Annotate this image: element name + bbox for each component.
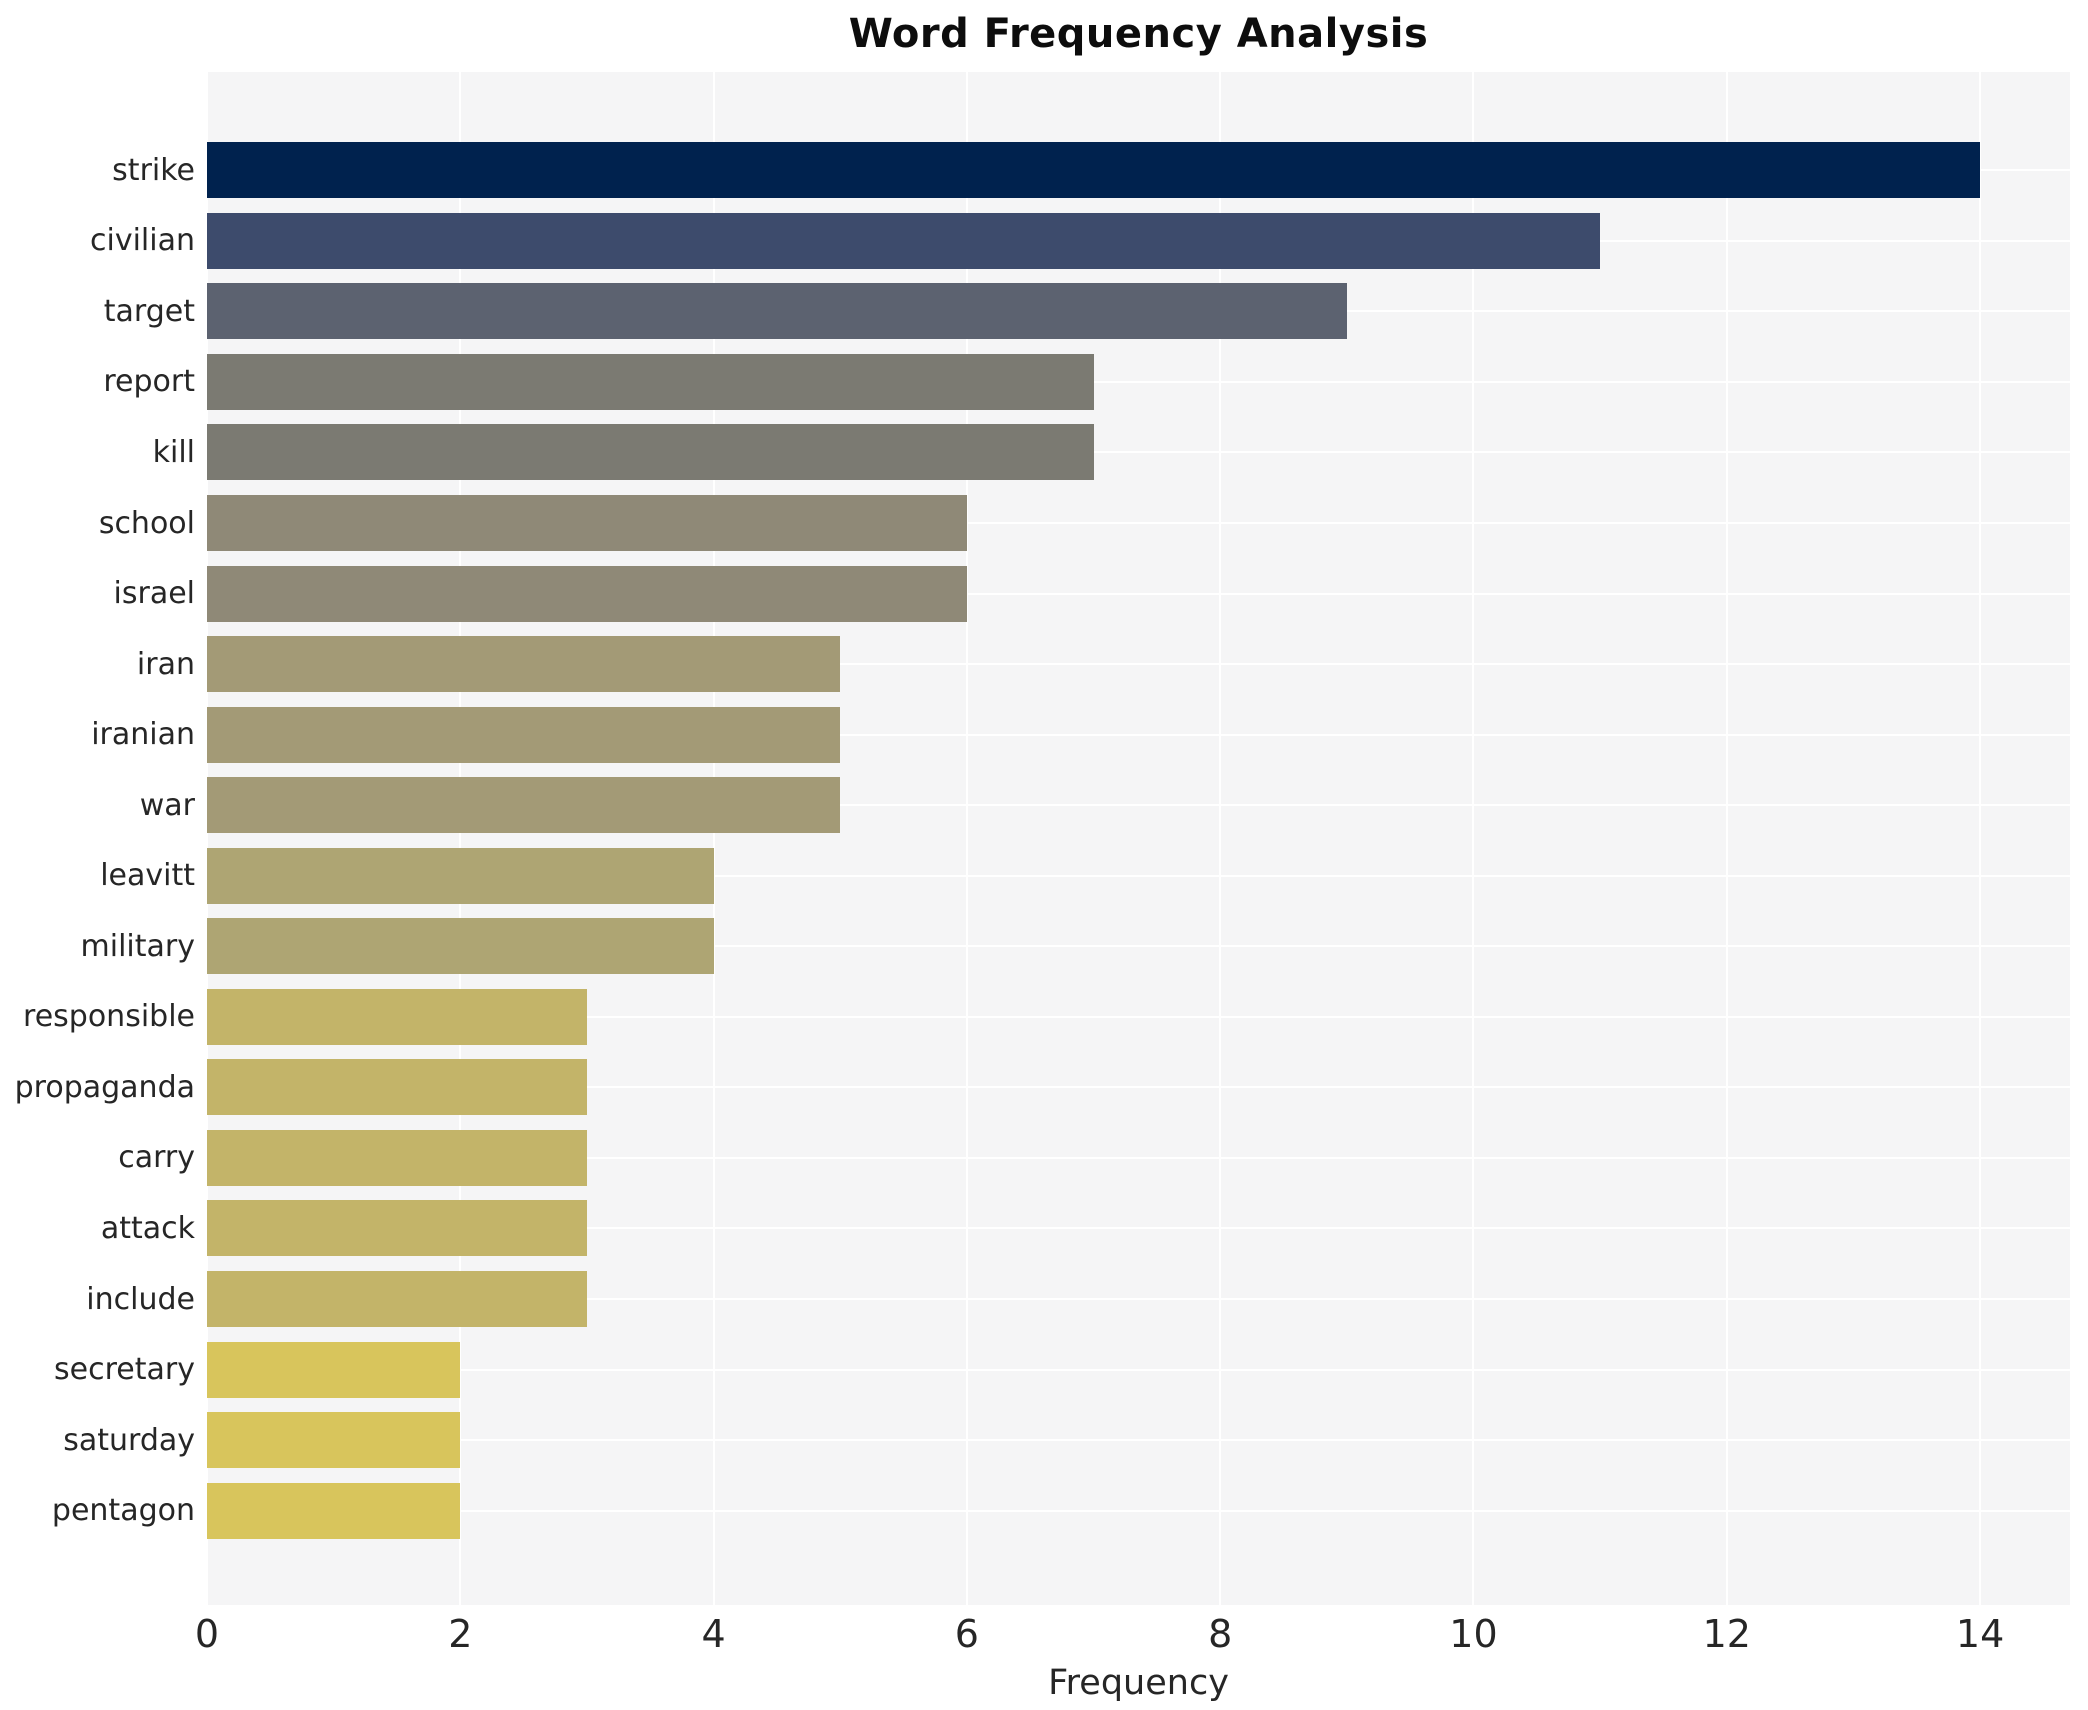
bar-row [207, 488, 2070, 559]
bar-row [207, 1405, 2070, 1476]
plot-area [207, 72, 2070, 1605]
bar-row [207, 982, 2070, 1053]
v-gridline [965, 72, 968, 1605]
y-axis-label: iran [136, 646, 195, 682]
x-tick-label: 6 [954, 1612, 979, 1656]
h-gridline [207, 380, 2070, 383]
h-gridline [207, 945, 2070, 948]
bar-row [207, 1334, 2070, 1405]
x-axis-label: Frequency [1048, 1663, 1229, 1703]
y-axis-label: civilian [90, 223, 195, 259]
y-axis-label: war [139, 787, 195, 823]
h-gridline [207, 592, 2070, 595]
v-gridline [1219, 72, 1222, 1605]
frequency-bar [207, 847, 714, 904]
h-gridline [207, 804, 2070, 807]
x-tick-label: 4 [701, 1612, 726, 1656]
frequency-bar [207, 1129, 587, 1186]
bar-row [207, 417, 2070, 488]
y-axis-label: target [103, 293, 195, 329]
h-gridline [207, 1227, 2070, 1230]
h-gridline [207, 1439, 2070, 1442]
h-gridline [207, 1509, 2070, 1512]
frequency-bar [207, 1059, 587, 1116]
frequency-bar [207, 988, 587, 1045]
bar-row [207, 347, 2070, 418]
frequency-bar [207, 636, 841, 693]
bar-row [207, 840, 2070, 911]
bar-row [207, 1052, 2070, 1123]
bar-row [207, 1264, 2070, 1335]
h-gridline [207, 663, 2070, 666]
frequency-bar [207, 424, 1094, 481]
y-axis-label: leavitt [100, 858, 195, 894]
x-axis-ticks: 0 2 4 6 8 10 12 14 [0, 1612, 2088, 1660]
v-gridline [459, 72, 462, 1605]
h-gridline [207, 1368, 2070, 1371]
frequency-bar [207, 777, 841, 834]
x-tick-label: 14 [1955, 1612, 2005, 1656]
y-axis-label: secretary [54, 1352, 195, 1388]
bar-row [207, 1123, 2070, 1194]
h-gridline [207, 522, 2070, 524]
y-axis-label: include [86, 1281, 195, 1317]
frequency-bar [207, 283, 1347, 340]
frequency-bar [207, 1412, 461, 1469]
h-gridline [207, 451, 2070, 454]
v-gridline [1725, 72, 1728, 1605]
h-gridline [207, 1086, 2070, 1089]
frequency-bar [207, 1482, 461, 1539]
y-axis-label: strike [112, 152, 195, 188]
h-gridline [207, 1156, 2070, 1159]
y-axis-label: kill [152, 434, 195, 470]
h-gridline [207, 874, 2070, 877]
bar-row [207, 699, 2070, 770]
y-axis-label: iranian [91, 717, 195, 753]
x-tick-label: 0 [194, 1612, 220, 1656]
bar-row [207, 206, 2070, 277]
frequency-bar [207, 918, 714, 975]
y-axis-label: attack [100, 1211, 195, 1247]
x-tick-label: 8 [1208, 1612, 1233, 1656]
v-gridline [712, 72, 715, 1605]
frequency-bar [207, 1200, 587, 1257]
frequency-bar [207, 565, 967, 622]
frequency-bar [207, 212, 1601, 269]
v-gridline [1979, 72, 1982, 1605]
bar-row [207, 770, 2070, 841]
x-tick-label: 2 [448, 1612, 473, 1656]
bar-row [207, 558, 2070, 629]
y-axis-label: responsible [23, 999, 195, 1035]
frequency-bar [207, 1341, 461, 1398]
y-axis-label: israel [113, 576, 195, 612]
chart-title: Word Frequency Analysis [848, 11, 1429, 57]
x-tick-label: 10 [1449, 1612, 1498, 1656]
bar-row [207, 629, 2070, 700]
bar-rows [207, 135, 2070, 1546]
bar-row [207, 276, 2070, 347]
frequency-bar [207, 1271, 587, 1328]
h-gridline [207, 733, 2070, 736]
x-tick-label: 12 [1702, 1612, 1751, 1656]
frequency-bar [207, 495, 967, 551]
h-gridline [207, 1015, 2070, 1018]
v-gridline [207, 72, 208, 1605]
y-axis-label: military [80, 928, 195, 964]
bar-row [207, 1475, 2070, 1546]
frequency-bar [207, 142, 1981, 199]
bar-row [207, 911, 2070, 982]
bar-row [207, 135, 2070, 206]
y-axis-label: saturday [63, 1422, 195, 1458]
bar-row [207, 1193, 2070, 1264]
y-axis-label: propaganda [14, 1069, 195, 1105]
frequency-bar [207, 353, 1094, 410]
y-axis-label: pentagon [51, 1493, 195, 1529]
v-gridline [1472, 72, 1475, 1605]
y-axis-label: school [98, 505, 195, 541]
y-axis-label: carry [118, 1140, 195, 1176]
h-gridline [207, 1298, 2070, 1301]
frequency-bar [207, 706, 841, 763]
y-axis-label: report [103, 364, 195, 400]
